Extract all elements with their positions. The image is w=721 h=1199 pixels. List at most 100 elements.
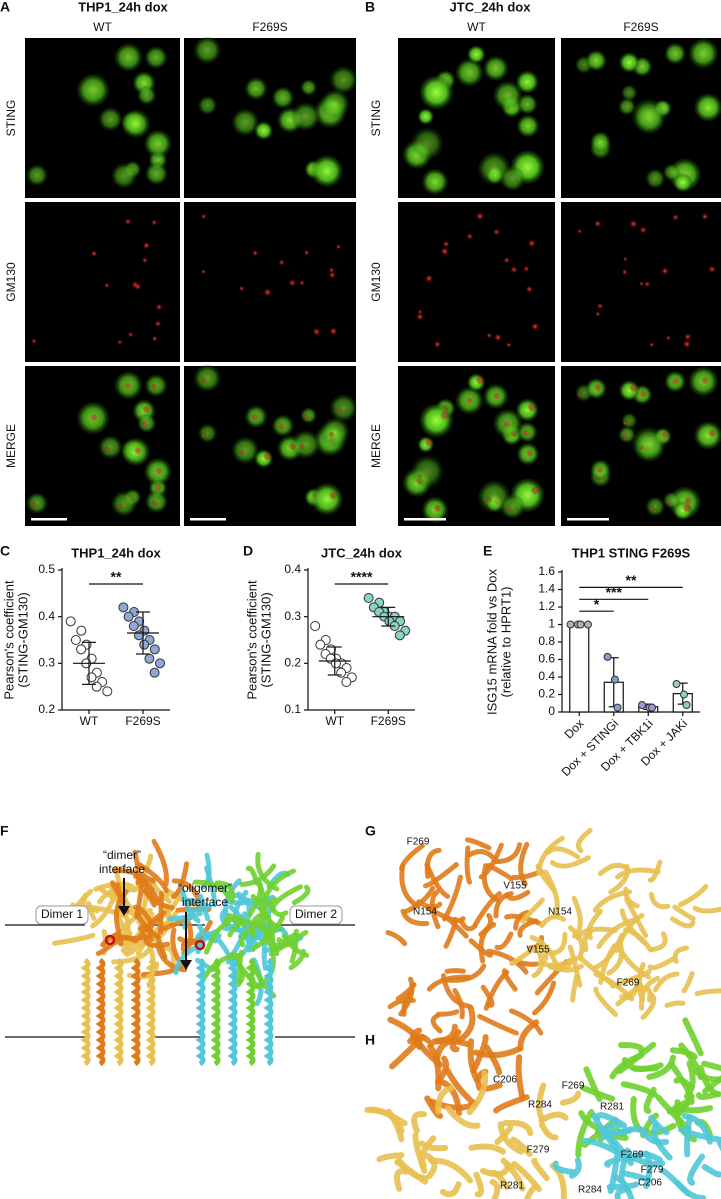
- ribbon: [672, 904, 696, 922]
- ribbon: [608, 863, 630, 895]
- ribbon: [567, 925, 585, 957]
- ribbon: [702, 1075, 721, 1095]
- golgi: [638, 445, 645, 451]
- ribbon: [575, 1108, 595, 1158]
- ribbon: [400, 908, 430, 927]
- x-tick-label: WT: [80, 714, 99, 728]
- cell: [664, 42, 686, 65]
- data-point: [682, 701, 691, 709]
- ribbon: [464, 845, 473, 885]
- data-point: [341, 677, 352, 687]
- panel-title: JTC_24h dox: [450, 0, 532, 14]
- panel-letter: B: [365, 0, 375, 15]
- scale-bar: [567, 518, 609, 521]
- ribbon: [226, 912, 271, 934]
- helix: [263, 957, 274, 1067]
- ribbon: [407, 1033, 431, 1045]
- label-box: [289, 905, 343, 925]
- ribbon: [559, 1090, 582, 1106]
- data-point: [76, 644, 87, 655]
- golgi: [124, 218, 132, 226]
- data-point: [363, 593, 374, 603]
- ribbon: [647, 859, 663, 883]
- ribbon: [518, 841, 530, 887]
- cell: [419, 75, 454, 110]
- helix: [245, 957, 256, 1067]
- ribbon: [439, 1181, 462, 1198]
- ribbon: [468, 1143, 507, 1155]
- ribbon: [434, 1037, 458, 1067]
- cell: [111, 491, 137, 517]
- ribbon: [539, 914, 566, 929]
- cell: [291, 430, 320, 459]
- golgi: [124, 382, 132, 390]
- data-point: [91, 681, 102, 692]
- ribbon: [403, 885, 436, 914]
- row-label: STING: [369, 100, 383, 137]
- panel-letter: F: [0, 823, 9, 839]
- ribbon: [539, 1121, 559, 1141]
- cell: [144, 46, 168, 69]
- row-label: MERGE: [369, 424, 383, 468]
- cell: [198, 95, 217, 115]
- ribbon: [466, 1069, 489, 1116]
- golgi: [596, 302, 604, 310]
- ribbon: [513, 909, 530, 931]
- ribbon: [472, 891, 502, 928]
- ribbon: [592, 932, 625, 971]
- golgi: [238, 449, 245, 456]
- significance-label: **: [626, 572, 637, 588]
- ribbon: [675, 1105, 714, 1114]
- golgi: [683, 332, 692, 341]
- golgi: [523, 265, 530, 273]
- golgi: [475, 211, 485, 221]
- cell: [137, 85, 157, 105]
- ribbon: [497, 1121, 524, 1155]
- golgi: [263, 451, 272, 461]
- ribbon: [567, 944, 583, 988]
- x-tick-label: F269S: [371, 714, 406, 728]
- significance-label: **: [111, 569, 122, 585]
- data-point: [102, 686, 113, 697]
- golgi: [671, 213, 680, 221]
- golgi: [142, 241, 151, 250]
- ribbon: [606, 942, 625, 976]
- helix: [210, 957, 221, 1067]
- ribbon: [681, 971, 695, 994]
- ribbon: [487, 1169, 510, 1190]
- golgi: [492, 392, 501, 400]
- golgi: [475, 375, 485, 385]
- golgi: [328, 271, 337, 279]
- ribbon: [626, 1153, 666, 1168]
- ribbon: [480, 984, 495, 1008]
- helix: [227, 957, 238, 1067]
- residue-label: C206: [493, 1075, 517, 1086]
- ribbon: [170, 927, 182, 964]
- golgi: [200, 433, 207, 439]
- ribbon: [418, 1140, 449, 1152]
- panel-letter: E: [483, 543, 492, 559]
- cell: [694, 421, 721, 450]
- ribbon: [716, 1139, 721, 1152]
- cell: [493, 81, 523, 111]
- data-point: [648, 703, 657, 712]
- y-axis-label: Pearson's coefficient: [1, 580, 16, 700]
- golgi: [31, 502, 37, 508]
- scale-bar: [190, 518, 226, 521]
- chart-title: THP1_24h dox: [71, 545, 161, 560]
- cell: [111, 163, 137, 189]
- ribbon: [538, 1111, 569, 1124]
- ribbon: [442, 914, 469, 939]
- cell: [417, 108, 434, 125]
- ribbon: [250, 915, 285, 951]
- ribbon: [614, 1186, 630, 1199]
- micrograph: [561, 202, 721, 362]
- golgi: [622, 256, 628, 262]
- golgi: [433, 340, 442, 349]
- golgi: [251, 249, 259, 257]
- golgi: [151, 335, 158, 342]
- ribbon: [470, 1034, 489, 1074]
- ribbon: [501, 1119, 534, 1137]
- y-tick-label: 1: [548, 617, 555, 631]
- cell: [320, 417, 350, 447]
